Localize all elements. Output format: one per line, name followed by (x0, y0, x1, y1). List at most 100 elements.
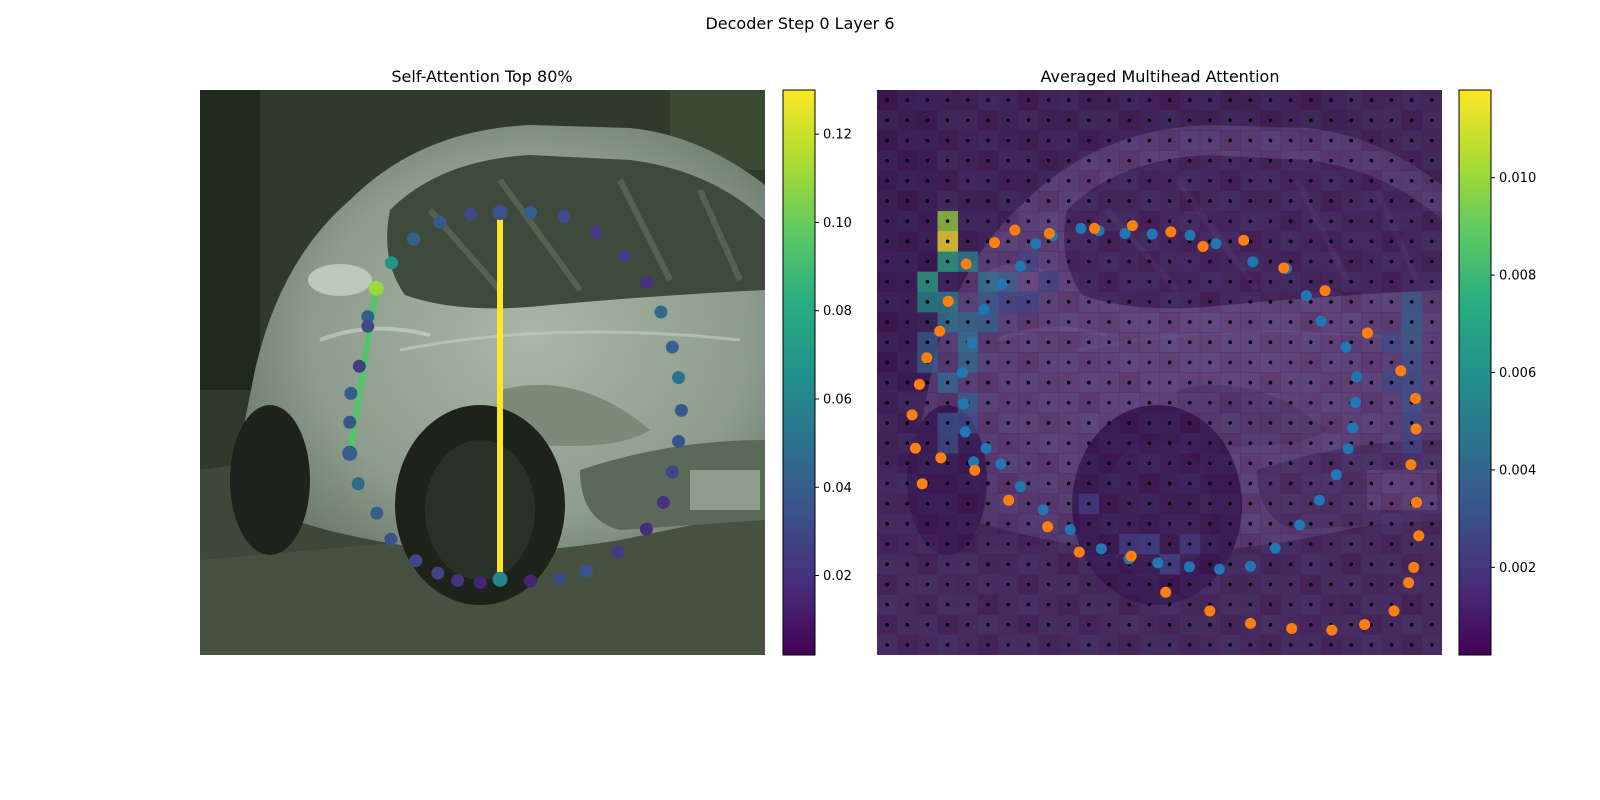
attention-point (492, 205, 508, 221)
grid-dot (1329, 643, 1333, 647)
grid-dot (1208, 643, 1212, 647)
grid-dot (1409, 380, 1414, 385)
blue-series-point (1210, 238, 1222, 250)
grid-dot (1208, 219, 1212, 223)
grid-dot (1006, 259, 1010, 264)
grid-dot (986, 481, 990, 486)
grid-dot (1006, 158, 1010, 163)
orange-series-point (1286, 622, 1298, 634)
blue-series-point (1350, 396, 1362, 408)
orange-series-point (1411, 496, 1423, 508)
grid-dot (1167, 400, 1172, 405)
attention-point (618, 249, 632, 263)
grid-dot (1349, 562, 1353, 566)
grid-dot (966, 602, 970, 607)
grid-dot (905, 138, 910, 143)
orange-series-point (1319, 285, 1331, 297)
attention-point (656, 495, 670, 509)
grid-dot (885, 300, 889, 304)
grid-dot (1309, 279, 1313, 284)
blue-series-point (956, 367, 968, 378)
grid-dot (945, 259, 950, 264)
grid-dot (1167, 239, 1172, 244)
grid-dot (986, 179, 990, 183)
grid-dot (1329, 461, 1333, 466)
attention-point (611, 545, 625, 559)
grid-dot (1409, 98, 1414, 102)
grid-dot (1066, 118, 1071, 123)
grid-dot (1127, 622, 1132, 627)
grid-dot (1006, 522, 1010, 526)
blue-series-point (1030, 238, 1042, 250)
grid-dot (1107, 481, 1111, 486)
grid-dot (1248, 118, 1253, 123)
grid-dot (1167, 259, 1172, 264)
grid-dot (1349, 380, 1353, 385)
grid-dot (1046, 542, 1051, 546)
grid-dot (986, 380, 990, 385)
grid-dot (1248, 340, 1253, 345)
attention-point (672, 371, 686, 385)
grid-dot (1208, 138, 1212, 143)
grid-dot (905, 622, 910, 627)
grid-dot (1208, 98, 1212, 102)
grid-dot (1208, 158, 1212, 163)
attention-point (553, 572, 567, 586)
grid-dot (1369, 138, 1374, 143)
grid-dot (1046, 259, 1051, 264)
grid-dot (1389, 602, 1394, 607)
grid-dot (1309, 461, 1313, 466)
grid-dot (925, 219, 930, 223)
grid-dot (1349, 138, 1353, 143)
grid-dot (885, 643, 889, 647)
grid-dot (986, 622, 990, 627)
grid-dot (1066, 179, 1071, 183)
grid-dot (1288, 380, 1293, 385)
grid-dot (1248, 542, 1253, 546)
grid-dot (1349, 501, 1353, 506)
grid-dot (1187, 259, 1192, 264)
grid-dot (925, 622, 930, 627)
grid-dot (925, 421, 930, 425)
grid-dot (1409, 199, 1414, 203)
grid-dot (986, 199, 990, 203)
grid-dot (1127, 461, 1132, 466)
grid-dot (1329, 501, 1333, 506)
grid-dot (1389, 542, 1394, 546)
attention-point (368, 280, 384, 296)
grid-dot (1147, 158, 1152, 163)
grid-dot (1107, 219, 1111, 223)
grid-dot (1430, 501, 1434, 506)
blue-series-point (1342, 443, 1354, 455)
grid-dot (1409, 602, 1414, 607)
grid-dot (1147, 320, 1152, 324)
grid-dot (966, 158, 970, 163)
grid-dot (1046, 340, 1051, 345)
orange-series-point (1197, 241, 1209, 253)
grid-dot (1026, 239, 1031, 244)
grid-dot (1046, 501, 1051, 506)
left-colorbar-tick-label: 0.04 (823, 481, 852, 496)
grid-dot (1228, 259, 1232, 264)
grid-dot (1430, 522, 1434, 526)
grid-dot (1187, 481, 1192, 486)
grid-dot (1167, 340, 1172, 345)
grid-dot (905, 320, 910, 324)
grid-dot (1208, 179, 1212, 183)
orange-series-point (1126, 220, 1138, 232)
grid-dot (1208, 320, 1212, 324)
grid-dot (1107, 562, 1111, 566)
attention-point (384, 532, 398, 546)
grid-dot (1309, 643, 1313, 647)
grid-dot (1329, 279, 1333, 284)
grid-dot (1026, 602, 1031, 607)
grid-dot (1167, 219, 1172, 223)
grid-dot (1369, 461, 1374, 466)
orange-series-point (1361, 327, 1373, 339)
grid-dot (1087, 300, 1091, 304)
grid-dot (1066, 199, 1071, 203)
grid-dot (1288, 522, 1293, 526)
grid-dot (1167, 98, 1172, 102)
grid-dot (1208, 622, 1212, 627)
grid-dot (1288, 421, 1293, 425)
